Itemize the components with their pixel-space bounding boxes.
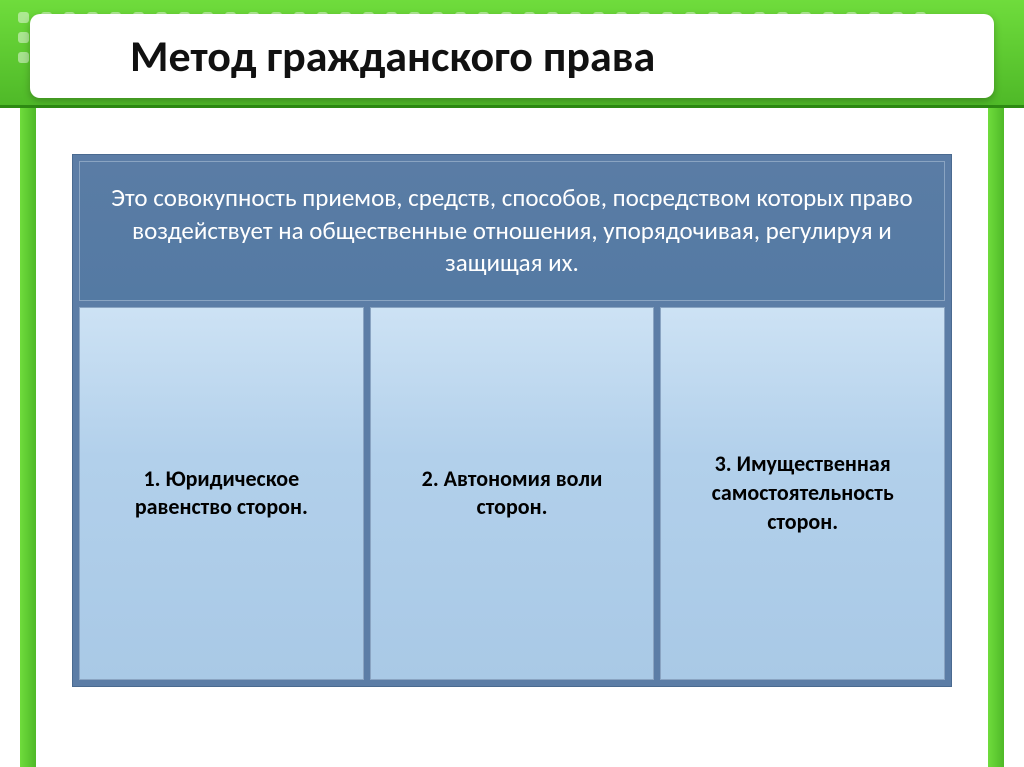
- columns-row: 1. Юридическое равенство сторон. 2. Авто…: [73, 307, 951, 687]
- side-bar-left: [20, 108, 36, 767]
- column-1: 1. Юридическое равенство сторон.: [79, 307, 364, 681]
- column-3: 3. Имущественная самостоятельность сторо…: [660, 307, 945, 681]
- title-card: Метод гражданского права: [30, 14, 994, 98]
- definition-box: Это совокупность приемов, средств, спосо…: [79, 161, 945, 301]
- page-title: Метод гражданского права: [130, 29, 655, 83]
- side-bar-right: [988, 108, 1004, 767]
- content-panel: Это совокупность приемов, средств, спосо…: [72, 154, 952, 687]
- column-2: 2. Автономия воли сторон.: [370, 307, 655, 681]
